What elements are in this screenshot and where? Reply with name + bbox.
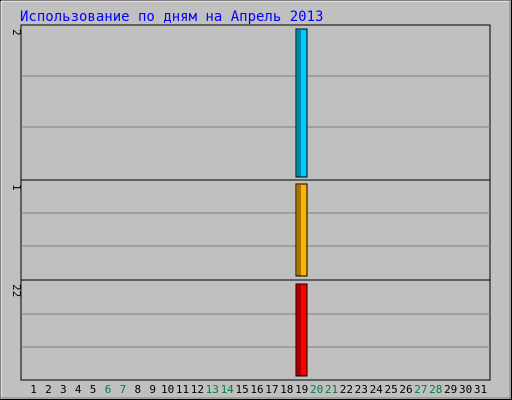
- x-tick-label: 9: [149, 383, 156, 396]
- x-tick-label: 11: [176, 383, 189, 396]
- panel-plot-area: [20, 24, 491, 181]
- bar-shade-day-19: [297, 285, 301, 376]
- y-axis-max-label: 22: [10, 284, 23, 297]
- chart-title: Использование по дням на Апрель 2013: [20, 9, 323, 25]
- x-tick-label: 21: [325, 383, 338, 396]
- x-tick-label: 3: [60, 383, 67, 396]
- x-tick-label: 27: [414, 383, 427, 396]
- x-tick-label: 30: [459, 383, 472, 396]
- x-tick-label: 31: [474, 383, 487, 396]
- x-tick-label: 16: [250, 383, 263, 396]
- x-tick-label: 25: [384, 383, 397, 396]
- x-axis-tick-labels: 1 2 3 4 5 6 7 8 9 10 11 12 13 14 15 16 17 18 19 20 21 22 23 24 2…: [30, 383, 487, 396]
- x-tick-label: 19: [295, 383, 308, 396]
- bar-shade-day-19: [297, 30, 301, 177]
- y-axis-max-label: 1: [10, 184, 23, 191]
- x-tick-label: 29: [444, 383, 457, 396]
- chart-panels: 2 1 22: [10, 24, 491, 381]
- x-tick-label: 18: [280, 383, 293, 396]
- x-tick-label: 14: [221, 383, 235, 396]
- x-tick-label: 26: [399, 383, 412, 396]
- x-tick-label: 5: [90, 383, 97, 396]
- x-tick-label: 20: [310, 383, 323, 396]
- bar-day-19: [295, 28, 308, 178]
- x-tick-label: 1: [30, 383, 37, 396]
- x-tick-label: 6: [105, 383, 112, 396]
- x-tick-label: 4: [75, 383, 82, 396]
- x-tick-label: 28: [429, 383, 442, 396]
- x-tick-label: 13: [206, 383, 219, 396]
- x-tick-label: 24: [370, 383, 384, 396]
- x-tick-label: 15: [235, 383, 248, 396]
- x-tick-label: 22: [340, 383, 353, 396]
- x-tick-label: 2: [45, 383, 52, 396]
- x-tick-label: 10: [161, 383, 174, 396]
- bar-day-19: [295, 183, 308, 277]
- bar-shade-day-19: [297, 185, 301, 276]
- x-tick-label: 7: [120, 383, 127, 396]
- x-tick-label: 12: [191, 383, 204, 396]
- x-tick-label: 23: [355, 383, 368, 396]
- x-tick-label: 17: [265, 383, 278, 396]
- panel-plot-area: [20, 179, 491, 281]
- panel-1: 2: [10, 24, 491, 181]
- y-axis-max-label: 2: [10, 29, 23, 36]
- x-tick-label: 8: [134, 383, 141, 396]
- panel-plot-area: [20, 279, 491, 381]
- panel-2: 1: [10, 179, 491, 281]
- bar-day-19: [295, 283, 308, 377]
- panel-3: 22: [10, 279, 491, 381]
